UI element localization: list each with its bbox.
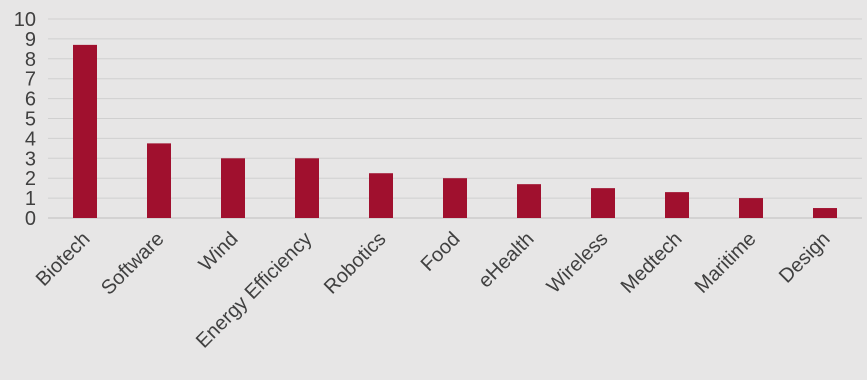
bar-design bbox=[813, 208, 837, 218]
bar-wireless bbox=[591, 188, 615, 218]
y-tick-label: 8 bbox=[25, 49, 36, 71]
x-category-label: Maritime bbox=[691, 228, 761, 298]
y-tick-label: 7 bbox=[25, 69, 36, 91]
bar-maritime bbox=[739, 198, 763, 218]
bar-robotics bbox=[369, 173, 393, 218]
x-category-label: Design bbox=[775, 228, 835, 288]
bar-software bbox=[147, 143, 171, 218]
x-category-label: Wind bbox=[195, 228, 243, 276]
bars bbox=[73, 44, 837, 219]
y-tick-label: 6 bbox=[25, 89, 36, 111]
bar-biotech bbox=[73, 44, 97, 219]
y-tick-label: 5 bbox=[25, 109, 36, 131]
x-category-label: Wireless bbox=[543, 228, 613, 298]
x-category-label: Food bbox=[417, 228, 465, 276]
y-tick-label: 0 bbox=[25, 208, 36, 230]
bar-energy-efficiency bbox=[295, 158, 319, 218]
y-tick-label: 1 bbox=[25, 188, 36, 210]
y-tick-label: 3 bbox=[25, 148, 36, 170]
x-category-label: Biotech bbox=[32, 228, 95, 291]
bar-wind bbox=[221, 158, 245, 218]
x-category-label: eHealth bbox=[474, 228, 538, 292]
bar-ehealth bbox=[517, 184, 541, 218]
y-tick-label: 10 bbox=[14, 9, 36, 31]
bar-medtech bbox=[665, 192, 689, 218]
y-tick-label: 4 bbox=[25, 128, 36, 150]
bar-food bbox=[443, 178, 467, 218]
y-tick-label: 9 bbox=[25, 29, 36, 51]
x-category-label: Robotics bbox=[320, 228, 391, 299]
y-tick-label: 2 bbox=[25, 168, 36, 190]
x-category-label: Medtech bbox=[617, 228, 687, 298]
x-category-label: Software bbox=[97, 228, 168, 299]
gridlines bbox=[48, 18, 862, 219]
